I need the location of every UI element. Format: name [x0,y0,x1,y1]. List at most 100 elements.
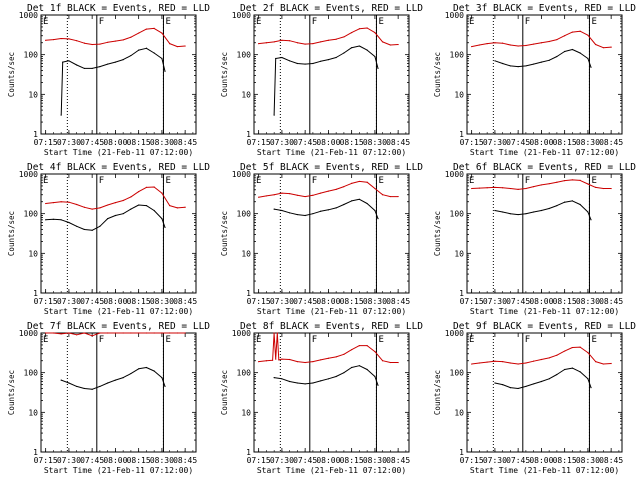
data-point [486,187,488,189]
data-point [478,187,480,189]
data-point [579,30,581,32]
data-point [590,387,592,389]
data-point [107,41,109,43]
data-point [397,43,399,46]
data-point [258,43,260,45]
chart-panel-5: Det 5f BLACK = Events, RED = LLD 1 10 100 10… [220,162,423,316]
x-tick-label: 08:45 [386,297,410,306]
interval-label-e: E [469,17,474,27]
lld-series-line [45,27,186,48]
data-point [169,43,171,45]
x-axis-label: Start Time (21-Feb-11 07:12:00) [257,148,406,157]
x-tick-label: 08:15 [553,297,577,306]
data-point [533,63,535,65]
chart-panel-7: Det 7f BLACK = Events, RED = LLD 1 10 100 10… [7,321,210,475]
data-point [107,204,109,206]
x-tick-label: 07:45 [506,456,530,465]
data-point [161,377,163,379]
data-point [114,379,116,381]
x-tick-label: 08:00 [529,297,553,306]
data-point [184,45,186,47]
data-point [494,360,496,362]
data-point [176,332,178,334]
x-tick-label: 07:15 [34,297,58,306]
chart-panel-6: Det 6f BLACK = Events, RED = LLD 1 10 100 10… [433,162,636,316]
data-point [494,60,496,62]
data-point [265,42,267,44]
data-point [389,195,391,198]
data-point [312,62,314,65]
data-point [164,385,166,388]
chart-panel-4: Det 4f BLACK = Events, RED = LLD 1 10 100 10… [7,162,210,316]
data-point [509,362,511,364]
data-point [366,49,368,51]
data-point [320,192,322,194]
data-point [91,388,93,390]
data-point [335,207,337,209]
data-point [99,207,101,209]
x-tick-label: 07:15 [247,297,271,306]
data-point [296,194,298,196]
data-point [312,382,314,384]
data-point [122,377,124,379]
y-tick-label: 100 [24,369,39,378]
data-point [304,361,306,364]
data-point [169,204,171,207]
data-point [276,332,278,334]
x-tick-label: 08:45 [386,138,410,147]
x-tick-label: 07:15 [460,297,484,306]
x-tick-label: 07:30 [270,456,294,465]
x-tick-label: 08:00 [103,138,127,147]
data-point [114,202,116,204]
data-point [304,383,306,385]
chart-title: Det 5f BLACK = Events, RED = LLD [240,162,423,173]
data-point [610,362,612,365]
data-point [525,187,527,190]
data-point [304,214,306,217]
x-tick-label: 08:00 [316,138,340,147]
data-point [595,361,597,363]
x-tick-label: 08:45 [599,297,623,306]
data-point [91,208,93,210]
chart-title: Det 4f BLACK = Events, RED = LLD [27,162,210,173]
data-point [533,43,535,45]
interval-label-f: F [312,335,317,345]
data-point [343,372,345,374]
x-tick-label: 08:00 [103,297,127,306]
data-point [278,359,280,361]
data-point [83,67,85,70]
x-tick-label: 08:30 [363,456,387,465]
x-axis-label: Start Time (21-Feb-11 07:12:00) [257,466,406,475]
x-tick-label: 08:00 [316,297,340,306]
chart-panel-9: Det 9f BLACK = Events, RED = LLD 1 10 100 10… [433,321,636,475]
y-tick-label: 10 [28,408,38,417]
data-point [351,47,353,49]
interval-label-e: E [256,17,261,27]
data-point [494,42,496,44]
data-point [60,219,62,221]
data-point [533,360,535,362]
data-point [343,52,345,54]
data-point [320,359,322,361]
x-axis-label: Start Time (21-Feb-11 07:12:00) [257,307,406,316]
y-axis-label: Counts/sec [220,370,229,415]
data-point [145,332,147,334]
x-tick-label: 08:45 [599,456,623,465]
data-point [366,368,368,371]
data-point [389,361,391,364]
data-point [509,387,511,389]
y-tick-label: 100 [237,369,252,378]
data-point [320,60,322,62]
data-point [374,375,376,378]
data-point [130,372,132,375]
data-point [571,367,574,369]
data-point [107,218,109,220]
data-point [161,218,163,220]
interval-label-e: E [165,17,170,27]
interval-label-e: E [469,335,474,345]
y-tick-label: 1 [459,130,464,139]
data-point [486,361,488,363]
data-point [45,219,47,221]
x-tick-label: 08:45 [173,138,197,147]
